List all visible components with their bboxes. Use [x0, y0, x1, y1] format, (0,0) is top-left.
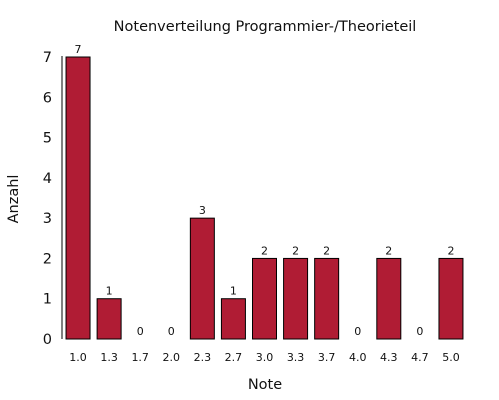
x-tick-label: 3.0: [256, 351, 274, 364]
data-label: 2: [323, 244, 330, 257]
x-tick-label: 4.7: [411, 351, 429, 364]
bar: [96, 298, 122, 340]
x-tick-label: 1.0: [69, 351, 87, 364]
data-labels: 7 1 0 0 3 1 2 2 2 0 2 0 2: [75, 43, 455, 338]
y-tick-label: 0: [43, 332, 52, 348]
bar: [314, 257, 340, 340]
data-label: 2: [385, 244, 392, 257]
x-tick-label: 1.7: [131, 351, 149, 364]
bars: [65, 56, 464, 340]
data-label: 2: [261, 244, 268, 257]
x-tick-label: 3.7: [318, 351, 336, 364]
x-axis-title: Note: [248, 377, 282, 393]
y-axis: 0 1 2 3 4 5 6 7: [43, 50, 52, 348]
x-tick-label: 2.7: [225, 351, 243, 364]
bar: [283, 257, 309, 340]
x-tick-label: 4.0: [349, 351, 367, 364]
data-label: 1: [106, 285, 113, 298]
y-tick-label: 5: [43, 131, 52, 147]
data-label: 7: [75, 43, 82, 56]
y-tick-label: 2: [43, 251, 52, 267]
y-tick-label: 6: [43, 90, 52, 106]
x-tick-label: 5.0: [442, 351, 460, 364]
x-tick-label: 2.3: [194, 351, 212, 364]
data-label: 3: [199, 204, 206, 217]
bar: [438, 257, 464, 340]
y-tick-label: 1: [43, 292, 52, 308]
x-tick-label: 3.3: [287, 351, 305, 364]
y-tick-label: 7: [43, 50, 52, 66]
y-tick-label: 4: [43, 171, 52, 187]
x-tick-label: 2.0: [163, 351, 181, 364]
data-label: 1: [230, 285, 237, 298]
y-axis-title: Anzahl: [6, 175, 22, 224]
data-label: 0: [416, 325, 423, 338]
chart-title: Notenverteilung Programmier-/Theorieteil: [114, 19, 417, 35]
x-axis: 1.0 1.3 1.7 2.0 2.3 2.7 3.0 3.3 3.7 4.0 4.3 4.7 5.0: [69, 351, 459, 364]
bar: [189, 217, 215, 340]
data-label: 0: [168, 325, 175, 338]
y-tick-label: 3: [43, 211, 52, 227]
data-label: 0: [137, 325, 144, 338]
bar: [220, 298, 246, 340]
x-tick-label: 4.3: [380, 351, 398, 364]
bar: [65, 56, 91, 340]
data-label: 2: [292, 244, 299, 257]
x-tick-label: 1.3: [100, 351, 118, 364]
bar: [376, 257, 402, 340]
data-label: 0: [354, 325, 361, 338]
bar: [252, 257, 277, 340]
data-label: 2: [447, 244, 454, 257]
